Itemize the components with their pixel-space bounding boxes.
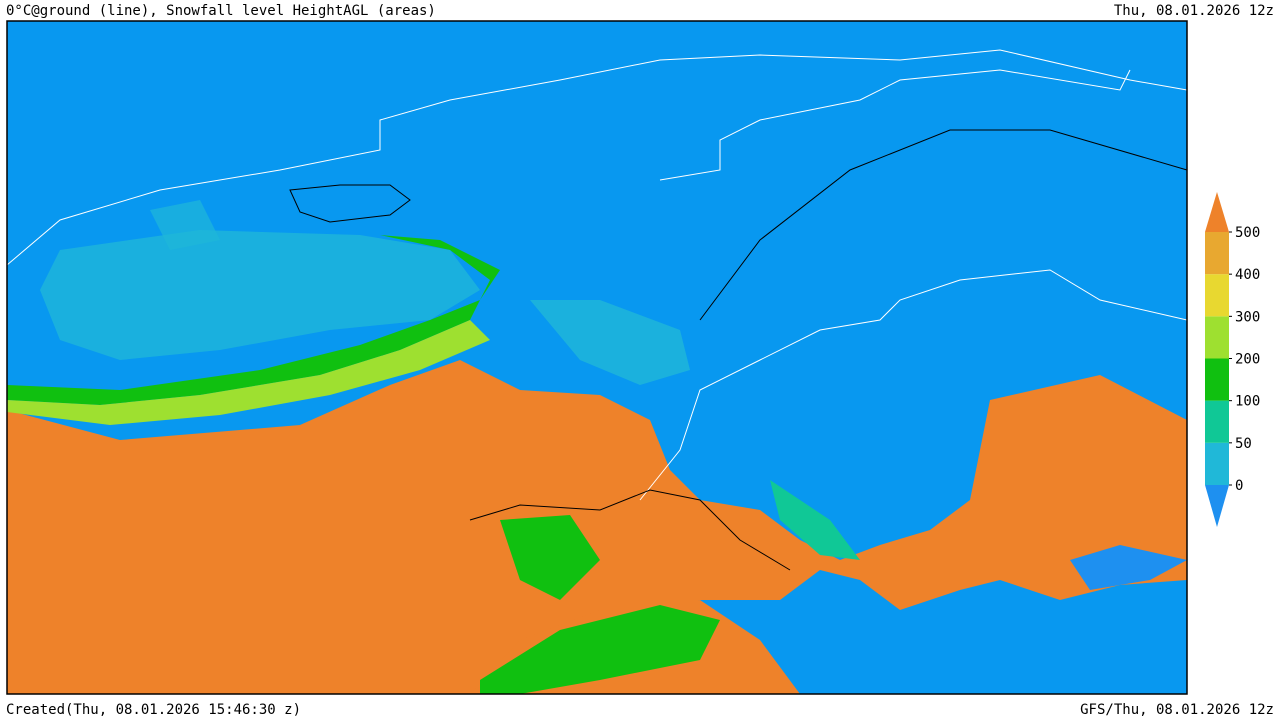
freezing-line [6, 49, 1188, 266]
snow-band [530, 300, 690, 385]
legend: 0 50 100 200 300 400 500 [1205, 192, 1260, 527]
model-source: GFS/Thu, 08.01.2026 12z [1080, 702, 1274, 718]
snow-band [500, 515, 600, 600]
legend-swatch [1205, 358, 1229, 401]
legend-label: 50 [1235, 436, 1252, 452]
legend-label: 200 [1235, 352, 1260, 368]
legend-swatch [1205, 442, 1229, 485]
map-frame [6, 20, 1188, 695]
warm-area [7, 360, 1187, 694]
map [6, 20, 1188, 695]
legend-label: 400 [1235, 267, 1260, 283]
legend-swatch [1205, 400, 1229, 443]
legend-swatch [1205, 274, 1229, 317]
snow-band [7, 235, 500, 405]
snow-band [1070, 545, 1187, 590]
snow-band [7, 320, 490, 425]
legend-swatch [1205, 485, 1229, 527]
legend-swatch [1205, 316, 1229, 359]
legend-label: 100 [1235, 394, 1260, 410]
map-title: 0°C@ground (line), Snowfall level Height… [6, 3, 436, 19]
legend-swatch [1205, 232, 1229, 275]
freezing-line [639, 269, 1188, 501]
snow-band [480, 605, 720, 694]
snow-band [40, 230, 480, 360]
created-time: Created(Thu, 08.01.2026 15:46:30 z) [6, 702, 301, 718]
legend-swatch [1205, 192, 1229, 232]
snow-band [770, 480, 860, 560]
valid-time: Thu, 08.01.2026 12z [1114, 3, 1274, 19]
coastline [699, 129, 1188, 321]
coastline [469, 489, 791, 571]
legend-label: 0 [1235, 478, 1243, 494]
coastline [289, 184, 411, 223]
legend-label: 300 [1235, 309, 1260, 325]
legend-label: 500 [1235, 225, 1260, 241]
freezing-line [659, 69, 1131, 181]
snow-band [150, 200, 220, 250]
